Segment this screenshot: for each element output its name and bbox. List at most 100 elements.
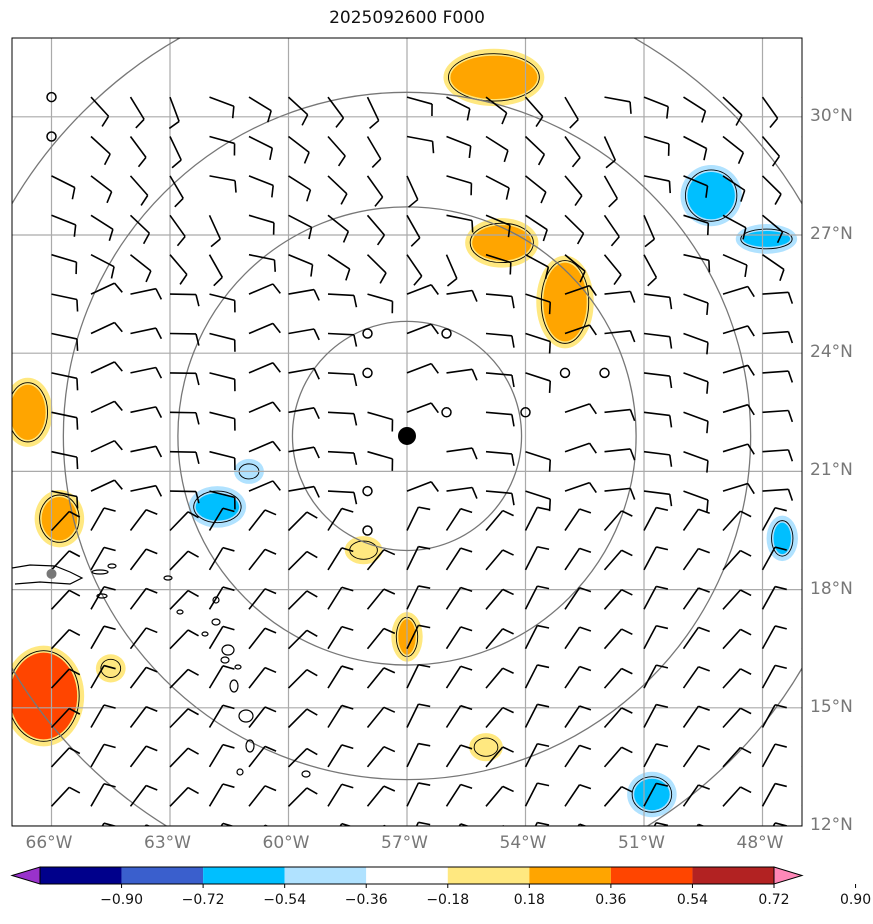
wind-barb-staff [564,744,581,768]
wind-barb-flag [306,511,318,519]
wind-barb-flag [698,784,710,790]
wind-barb-staff [761,507,776,531]
station-dot [46,568,57,579]
wind-barb-flag [271,185,274,198]
wind-barb-flag [466,108,471,121]
wind-barb-staff [288,253,313,266]
wind-barb-staff [603,589,623,610]
island [96,593,108,599]
wind-barb-staff [525,253,549,268]
wind-barb-staff [367,411,393,421]
colorbar-segment [40,867,122,884]
wind-barb-staff [603,549,623,571]
wind-barb-flag [537,545,550,551]
wind-barb-flag [374,196,384,207]
wind-barb-staff [445,784,462,807]
wind-barb-staff [129,745,147,768]
wind-barb-staff [169,136,182,161]
wind-barb-flag [629,488,636,500]
wind-barb-staff [366,214,385,236]
storm-center-dot [398,426,416,445]
wind-barb-staff [485,667,504,689]
wind-barb-flag [771,155,781,167]
wind-barb-flag [103,546,116,552]
wind-barb-flag [68,747,81,755]
wind-barb-flag [656,506,669,512]
wind-barb-flag [817,746,828,750]
wind-barb-staff [288,485,315,492]
wind-barb-staff [801,568,802,570]
wind-barb-flag [776,231,784,244]
shading-blob [634,778,670,811]
wind-barb-flag [537,742,550,748]
wind-barb-staff [564,626,581,650]
wind-barb-flag [155,367,163,379]
wind-barb-flag [222,625,235,631]
wind-barb-flag [669,375,673,389]
wind-barb-flag [579,783,592,790]
wind-barb-flag [418,782,431,787]
wind-barb-staff [446,447,473,453]
wind-barb-staff [643,507,657,531]
wind-barb-flag [656,664,669,669]
wind-barb-flag [446,277,458,287]
wind-barb-flag [418,663,431,668]
wind-barb-staff [577,823,581,826]
wind-barb-flag [588,324,597,336]
wind-barb-flag [774,193,782,205]
island [201,631,209,637]
wind-barb-staff [643,175,670,182]
wind-barb-staff [130,406,157,414]
wind-barb-staff [643,332,670,338]
wind-barb-flag [460,665,473,671]
wind-barb-staff [446,486,473,492]
wind-barb-staff [485,785,504,807]
wind-barb-flag [787,449,794,462]
wind-barb-staff [761,625,776,650]
wind-barb-flag [774,546,787,551]
wind-barb-flag [264,785,277,792]
wind-barb-flag [195,333,200,346]
wind-barb-staff [130,254,152,272]
wind-barb-staff [761,546,776,571]
wind-barb-flag [656,703,669,709]
wind-barb-staff [761,175,782,195]
wind-barb-flag [656,821,669,826]
lat-tick-label: 18°N [810,578,853,599]
wind-barbs [46,91,829,826]
wind-barb-staff [682,705,700,728]
wind-barb-flag [353,413,358,426]
wind-barb-staff [485,332,512,337]
wind-barb-staff [406,402,432,414]
wind-barb-flag [108,229,114,241]
wind-barb-flag [579,665,592,672]
wind-barb-flag [588,403,597,415]
wind-barb-staff [445,665,462,689]
wind-barb-flag [306,590,318,598]
wind-barb-staff [683,372,709,383]
wind-barb-staff [288,446,315,453]
wind-barb-staff [90,546,105,571]
wind-barb-staff [564,284,590,295]
wind-barb-staff [643,625,657,650]
wind-barb-flag [511,453,515,466]
wind-barb-staff [801,451,802,453]
wind-barb-flag [698,823,706,826]
wind-barb-staff [485,746,504,768]
wind-barb-flag [779,269,785,282]
wind-barb-staff [722,589,741,610]
wind-barb-staff [406,214,421,239]
wind-barb-flag [828,416,829,428]
wind-barb-flag [222,586,235,592]
wind-barb-flag [353,374,358,387]
wind-barb-staff [485,707,504,729]
wind-barb-flag [621,549,633,557]
wind-barb-flag [548,302,552,315]
wind-barb-staff [406,624,420,650]
wind-barb-flag [817,628,828,632]
wind-barb-flag [740,707,752,715]
wind-barb-flag [145,548,158,555]
wind-barb-flag [383,627,396,635]
map-title: 2025092600 F000 [329,8,485,28]
wind-barb-staff [51,450,78,458]
